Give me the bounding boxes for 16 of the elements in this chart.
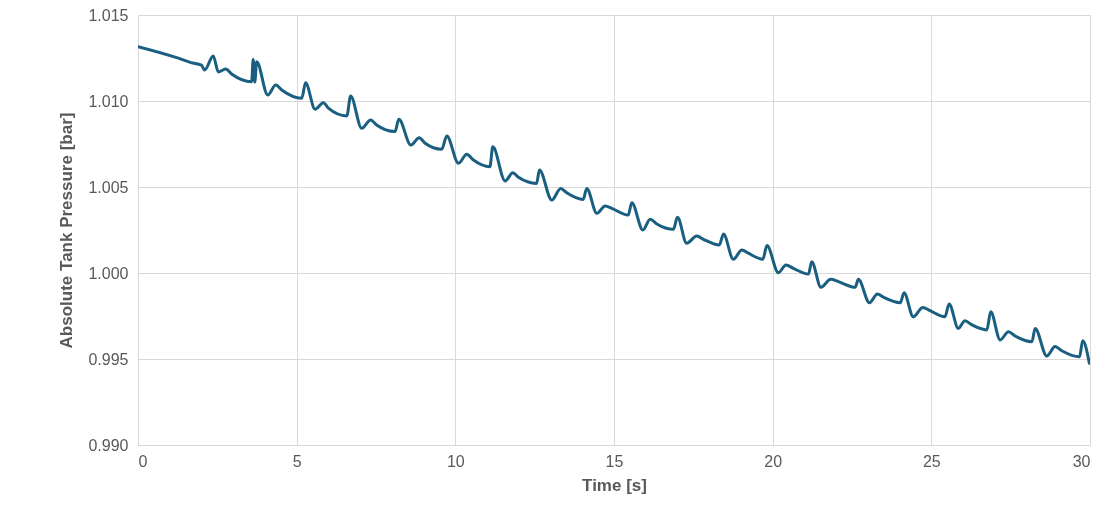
x-tick-label: 25 <box>922 452 941 470</box>
x-axis-title: Time [s] <box>582 475 647 495</box>
y-tick-label: 1.010 <box>88 92 129 110</box>
y-tick-label: 1.015 <box>88 6 129 24</box>
x-tick-label: 20 <box>764 452 783 470</box>
y-tick-label: 0.995 <box>88 350 129 368</box>
y-axis-title: Absolute Tank Pressure [bar] <box>57 112 77 349</box>
y-tick-label: 1.000 <box>88 264 129 282</box>
y-tick-label: 1.005 <box>88 178 129 196</box>
y-tick-label: 0.990 <box>88 436 129 454</box>
x-tick-label: 30 <box>1072 452 1091 470</box>
x-tick-label: 0 <box>138 452 148 470</box>
x-tick-label: 15 <box>605 452 624 470</box>
x-tick-label: 10 <box>446 452 465 470</box>
x-tick-label: 5 <box>292 452 302 470</box>
line-series <box>138 45 1090 365</box>
